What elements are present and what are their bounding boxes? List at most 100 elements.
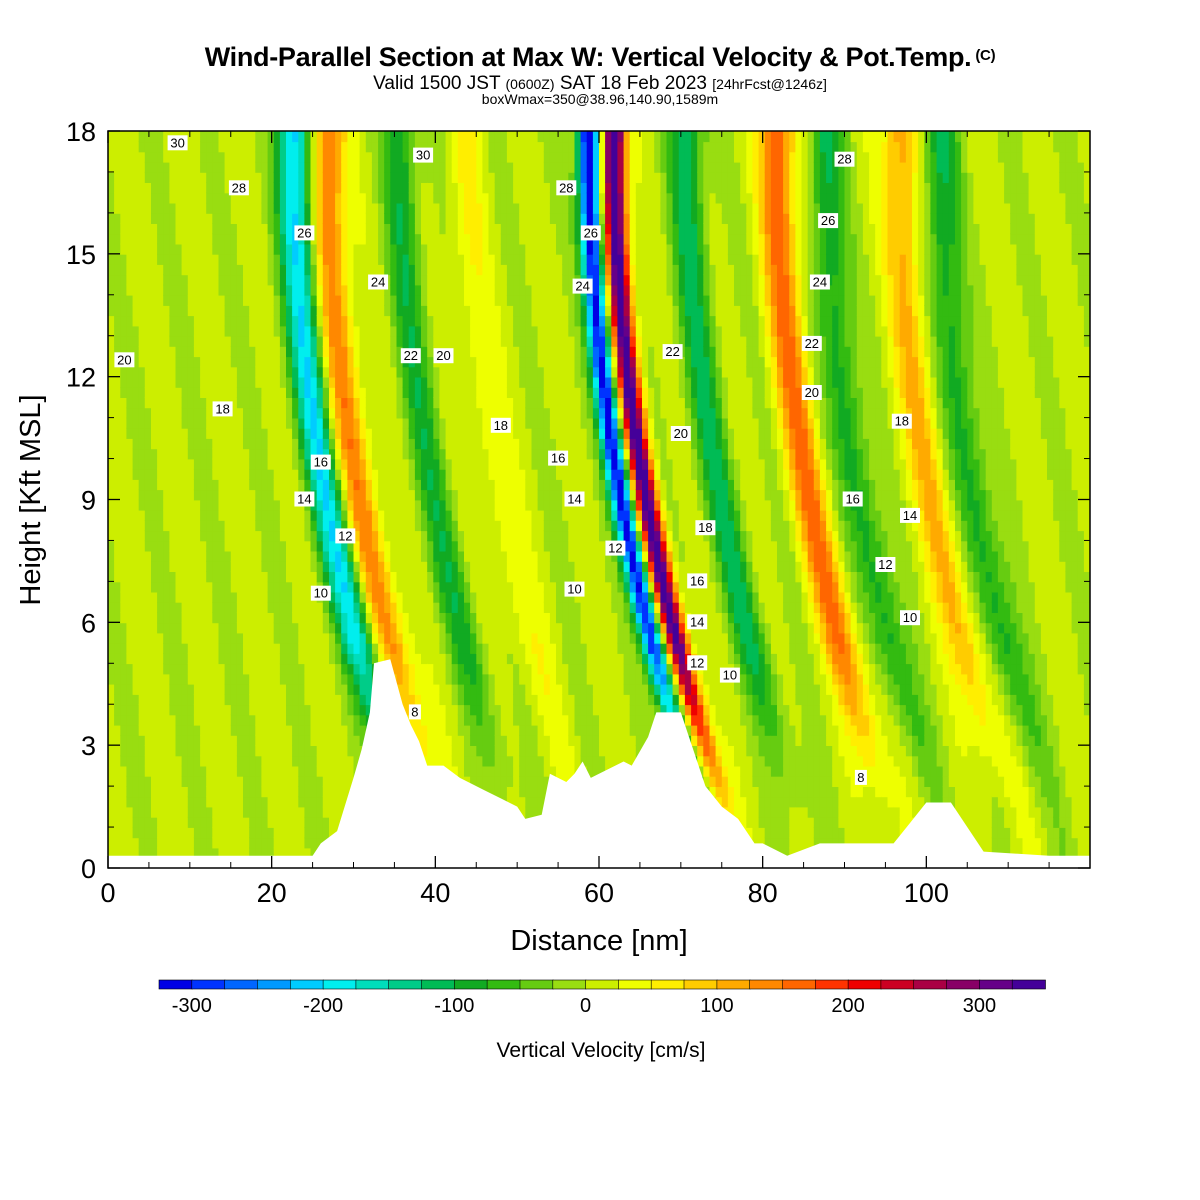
velocity-cell xyxy=(347,581,355,593)
velocity-cell xyxy=(365,601,373,613)
velocity-cell xyxy=(365,571,373,583)
velocity-cell xyxy=(341,335,349,347)
velocity-cell xyxy=(273,284,281,296)
velocity-cell xyxy=(335,765,343,777)
velocity-cell xyxy=(292,171,300,183)
velocity-cell xyxy=(513,223,521,235)
velocity-cell xyxy=(224,335,232,347)
velocity-cell xyxy=(365,171,373,183)
velocity-cell xyxy=(193,775,201,787)
velocity-cell xyxy=(402,653,410,665)
velocity-cell xyxy=(181,243,189,255)
velocity-cell xyxy=(513,683,521,695)
velocity-cell xyxy=(126,479,134,491)
velocity-cell xyxy=(451,223,459,235)
velocity-cell xyxy=(384,468,392,480)
velocity-cell xyxy=(243,315,250,327)
velocity-cell xyxy=(144,601,152,613)
velocity-cell xyxy=(286,335,293,347)
velocity-cell xyxy=(114,622,122,634)
velocity-cell xyxy=(292,673,300,685)
velocity-cell xyxy=(335,673,343,685)
velocity-cell xyxy=(114,202,122,214)
velocity-cell xyxy=(286,663,293,675)
velocity-cell xyxy=(347,550,355,562)
velocity-cell xyxy=(384,520,392,532)
velocity-cell xyxy=(267,653,275,665)
box-info: boxWmax=350@38.96,140.90,1589m xyxy=(481,91,719,107)
velocity-cell xyxy=(224,642,232,654)
velocity-cell xyxy=(255,509,263,521)
velocity-cell xyxy=(451,530,459,542)
velocity-cell xyxy=(378,397,386,409)
velocity-cell xyxy=(414,315,422,327)
velocity-cell xyxy=(445,540,453,552)
velocity-cell xyxy=(482,386,490,398)
velocity-cell xyxy=(181,550,189,562)
velocity-cell xyxy=(365,325,373,337)
velocity-cell xyxy=(126,560,134,572)
velocity-cell xyxy=(163,714,171,726)
velocity-cell xyxy=(108,366,115,378)
velocity-cell xyxy=(181,376,189,388)
velocity-cell xyxy=(206,468,214,480)
velocity-cell xyxy=(408,131,416,143)
velocity-cell xyxy=(144,571,152,583)
velocity-cell xyxy=(476,192,484,204)
velocity-cell xyxy=(212,468,220,480)
velocity-cell xyxy=(316,520,324,532)
velocity-cell xyxy=(193,171,201,183)
velocity-cell xyxy=(439,571,447,583)
velocity-cell xyxy=(421,663,428,675)
velocity-cell xyxy=(506,509,514,521)
velocity-cell xyxy=(206,305,214,317)
velocity-cell xyxy=(249,438,257,450)
velocity-cell xyxy=(396,294,404,306)
velocity-cell xyxy=(353,356,361,368)
velocity-cell xyxy=(378,346,386,358)
velocity-cell xyxy=(138,571,146,583)
velocity-cell xyxy=(445,397,453,409)
velocity-cell xyxy=(138,223,146,235)
velocity-cell xyxy=(433,264,441,276)
velocity-cell xyxy=(396,356,404,368)
velocity-cell xyxy=(286,806,293,818)
velocity-cell xyxy=(421,407,428,419)
velocity-cell xyxy=(108,745,115,757)
velocity-cell xyxy=(365,509,373,521)
velocity-cell xyxy=(151,202,158,214)
velocity-cell xyxy=(353,734,361,746)
velocity-cell xyxy=(298,765,306,777)
velocity-cell xyxy=(353,622,361,634)
velocity-cell xyxy=(114,745,122,757)
velocity-cell xyxy=(255,745,263,757)
velocity-cell xyxy=(206,253,214,265)
velocity-cell xyxy=(175,366,183,378)
velocity-cell xyxy=(402,642,410,654)
velocity-cell xyxy=(187,274,195,286)
velocity-cell xyxy=(273,397,281,409)
velocity-cell xyxy=(144,714,152,726)
velocity-cell xyxy=(519,397,527,409)
velocity-cell xyxy=(359,335,367,347)
velocity-cell xyxy=(402,397,410,409)
velocity-cell xyxy=(114,438,122,450)
velocity-cell xyxy=(255,407,263,419)
velocity-cell xyxy=(212,489,220,501)
velocity-cell xyxy=(378,489,386,501)
velocity-cell xyxy=(261,479,269,491)
velocity-cell xyxy=(433,151,441,163)
velocity-cell xyxy=(378,294,386,306)
velocity-cell xyxy=(261,243,269,255)
velocity-cell xyxy=(513,171,521,183)
velocity-cell xyxy=(470,161,478,173)
velocity-cell xyxy=(488,786,496,798)
velocity-cell xyxy=(445,704,453,716)
velocity-cell xyxy=(298,745,306,757)
velocity-cell xyxy=(414,212,422,224)
velocity-cell xyxy=(310,642,318,654)
velocity-cell xyxy=(181,335,189,347)
velocity-cell xyxy=(181,356,189,368)
velocity-cell xyxy=(433,683,441,695)
